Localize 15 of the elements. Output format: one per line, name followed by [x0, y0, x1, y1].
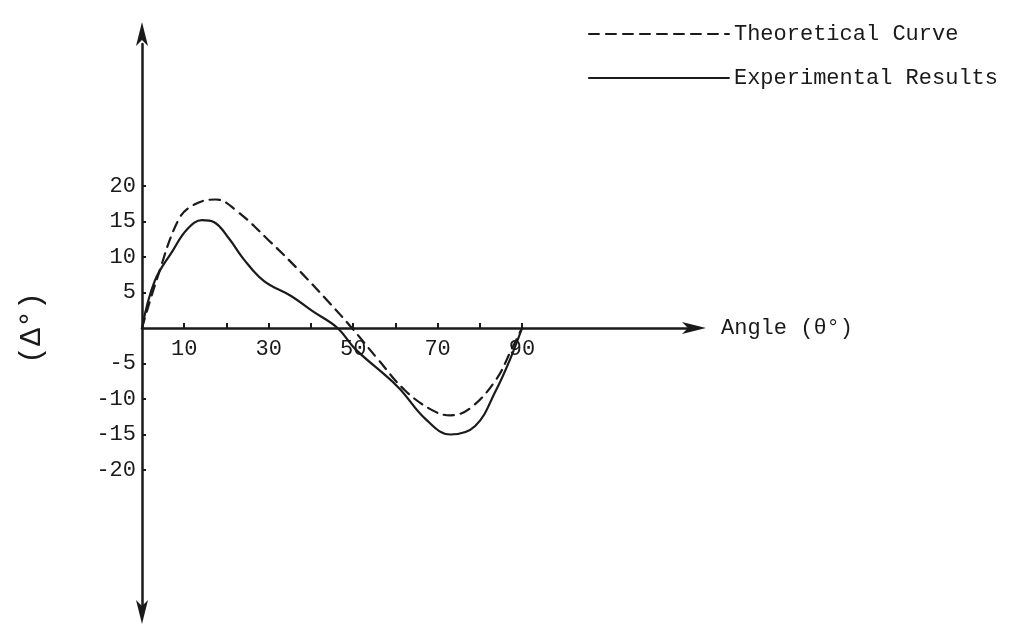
- y-tick-label: -15: [96, 422, 136, 447]
- y-tick-label: -20: [96, 457, 136, 483]
- x-tick-label: 10: [171, 336, 198, 362]
- x-tick-label: 30: [255, 336, 282, 362]
- x-tick-label: 70: [424, 336, 451, 362]
- x-axis-title: Angle (θ°): [721, 315, 854, 341]
- y-tick-label: 10: [109, 244, 136, 270]
- text: Experimental Results: [733, 65, 998, 91]
- y-tick-label: 20: [109, 173, 136, 199]
- y-tick-label: -5: [109, 351, 136, 376]
- y-axis-title: (Δ°): [15, 291, 49, 365]
- y-tick-label: 15: [109, 209, 136, 234]
- y-tick-label: 5: [122, 280, 136, 305]
- y-tick-label: -10: [96, 386, 136, 412]
- text: Theoretical Curve: [733, 21, 959, 47]
